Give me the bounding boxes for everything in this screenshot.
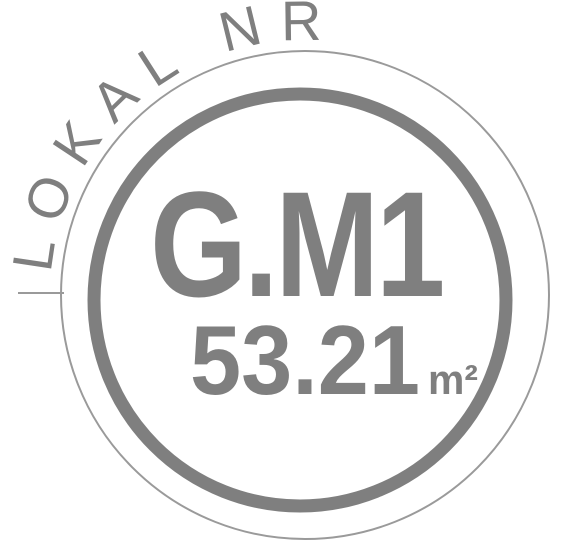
outer-circle (60, 50, 550, 540)
code: G.M1 (150, 160, 442, 328)
area: 53.21 (190, 305, 420, 415)
unit: m² (428, 356, 478, 403)
inner-ring (87, 87, 513, 513)
